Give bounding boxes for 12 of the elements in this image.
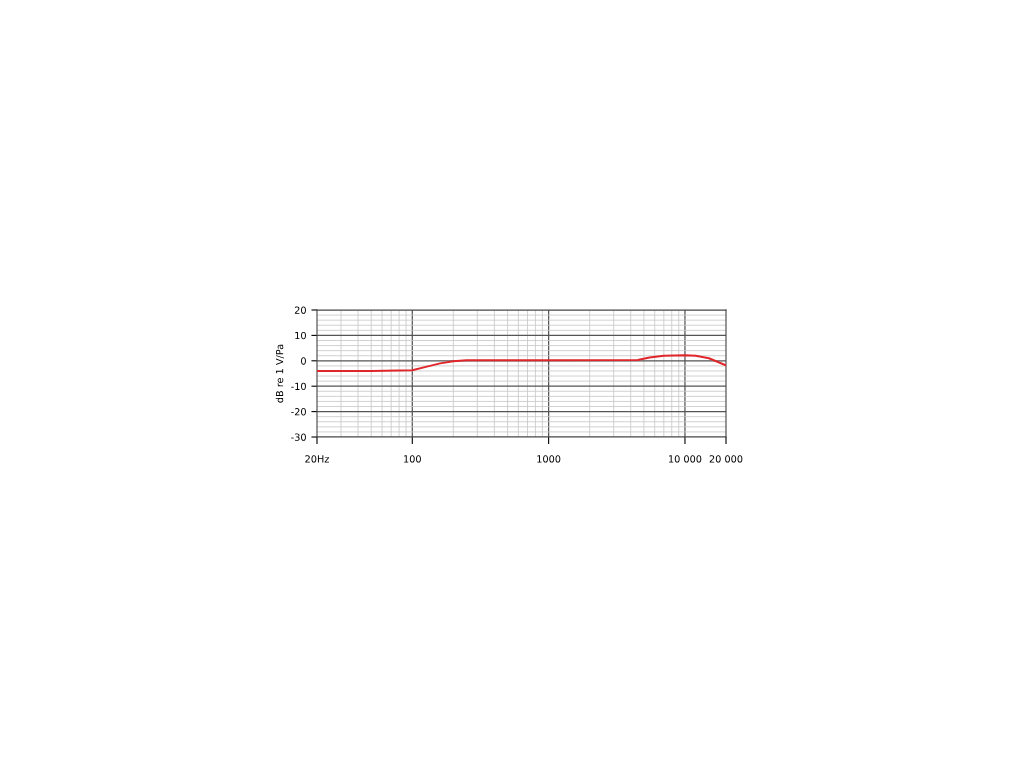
x-tick-label: 100 — [404, 455, 421, 463]
x-tick-label: 20Hz — [305, 455, 329, 463]
y-tick-label: 0 — [301, 357, 306, 365]
y-tick-label: -30 — [291, 433, 306, 441]
x-tick-label: 20 000 — [709, 455, 743, 463]
x-tick-label: 10 000 — [669, 455, 702, 463]
y-axis-title: dB re 1 V/Pa — [275, 344, 285, 403]
y-tick-label: -10 — [291, 382, 306, 391]
y-tick-label: -20 — [291, 408, 306, 416]
x-tick-label: 1000 — [537, 455, 561, 463]
y-tick-label: 10 — [295, 331, 306, 340]
y-tick-label: 20 — [294, 306, 306, 314]
